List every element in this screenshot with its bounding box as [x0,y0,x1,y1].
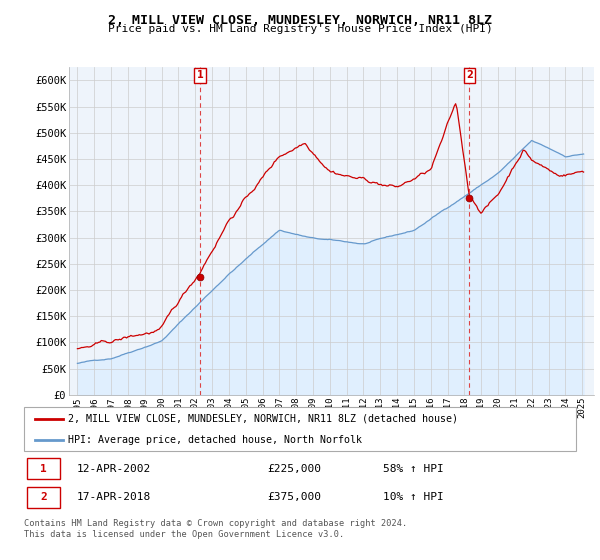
Text: 1: 1 [197,71,203,81]
Text: 2, MILL VIEW CLOSE, MUNDESLEY, NORWICH, NR11 8LZ (detached house): 2, MILL VIEW CLOSE, MUNDESLEY, NORWICH, … [68,414,458,424]
Text: £375,000: £375,000 [267,492,321,502]
Text: 58% ↑ HPI: 58% ↑ HPI [383,464,443,474]
Text: 10% ↑ HPI: 10% ↑ HPI [383,492,443,502]
Text: 17-APR-2018: 17-APR-2018 [76,492,151,502]
Text: Contains HM Land Registry data © Crown copyright and database right 2024.
This d: Contains HM Land Registry data © Crown c… [24,519,407,539]
Text: Price paid vs. HM Land Registry's House Price Index (HPI): Price paid vs. HM Land Registry's House … [107,24,493,34]
Text: HPI: Average price, detached house, North Norfolk: HPI: Average price, detached house, Nort… [68,435,362,445]
FancyBboxPatch shape [27,458,60,479]
Text: £225,000: £225,000 [267,464,321,474]
Text: 12-APR-2002: 12-APR-2002 [76,464,151,474]
Text: 2, MILL VIEW CLOSE, MUNDESLEY, NORWICH, NR11 8LZ: 2, MILL VIEW CLOSE, MUNDESLEY, NORWICH, … [108,14,492,27]
Text: 1: 1 [40,464,47,474]
Text: 2: 2 [466,71,473,81]
FancyBboxPatch shape [27,487,60,508]
Text: 2: 2 [40,492,47,502]
